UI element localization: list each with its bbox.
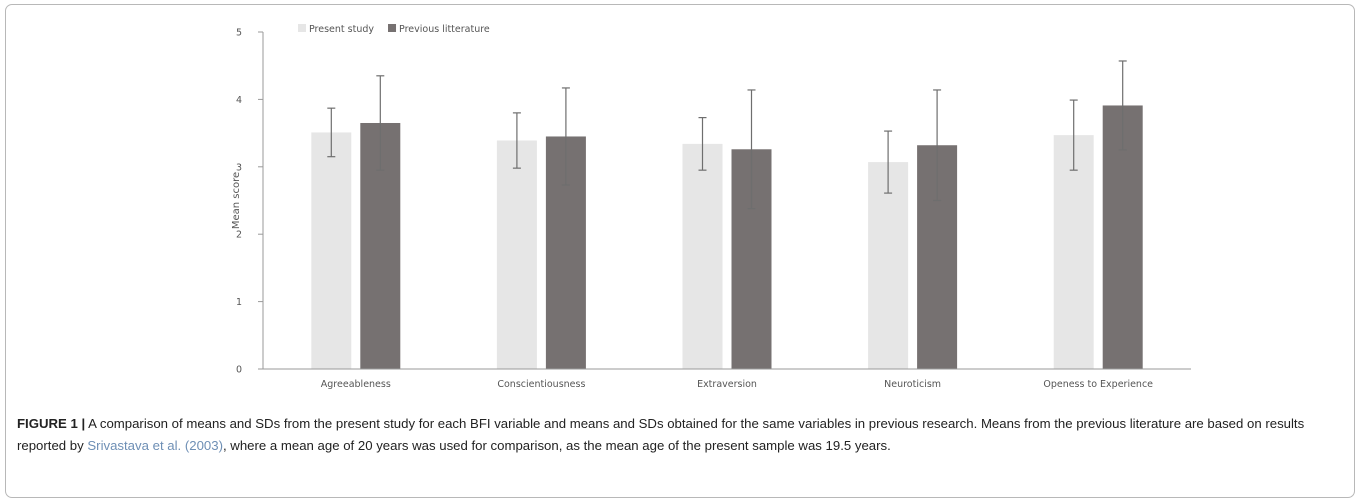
y-tick-label: 3 [236, 162, 242, 173]
legend-swatch-present [298, 24, 306, 32]
caption-text-part1: A comparison of means and SDs from the p… [17, 416, 1305, 453]
y-tick-label: 2 [236, 230, 242, 241]
x-category-label: Extraversion [697, 379, 757, 390]
bar-present [311, 132, 352, 369]
y-tick-label: 4 [236, 95, 242, 106]
figure-frame: 0 1 2 3 4 5 Mean score Agreeableness Conscientio… [5, 4, 1355, 498]
x-category-label: Neuroticism [884, 379, 941, 390]
bar-present [868, 162, 909, 369]
legend-swatch-previous [388, 24, 397, 32]
x-category-label: Openess to Experience [1043, 379, 1153, 390]
x-category-label: Conscientiousness [497, 379, 585, 390]
citation-link[interactable]: Srivastava et al. (2003) [87, 438, 223, 453]
legend-label-present: Present study [309, 24, 374, 35]
figure-caption: FIGURE 1 | A comparison of means and SDs… [17, 413, 1347, 457]
x-category-label: Agreeableness [321, 379, 391, 390]
y-tick-label: 0 [236, 365, 242, 376]
legend-label-previous: Previous litterature [399, 24, 490, 35]
y-tick-label: 1 [236, 297, 242, 308]
figure-label: FIGURE 1 | [17, 416, 86, 431]
bar-present [496, 140, 537, 369]
bar-chart: 0 1 2 3 4 5 Mean score Agreeableness Conscientio… [231, 24, 1191, 390]
bar-present [682, 143, 723, 369]
y-axis-title: Mean score [231, 172, 242, 229]
y-tick-label: 5 [236, 28, 242, 39]
caption-text-part2: , where a mean age of 20 years was used … [222, 438, 891, 453]
bar-present [1053, 135, 1094, 369]
